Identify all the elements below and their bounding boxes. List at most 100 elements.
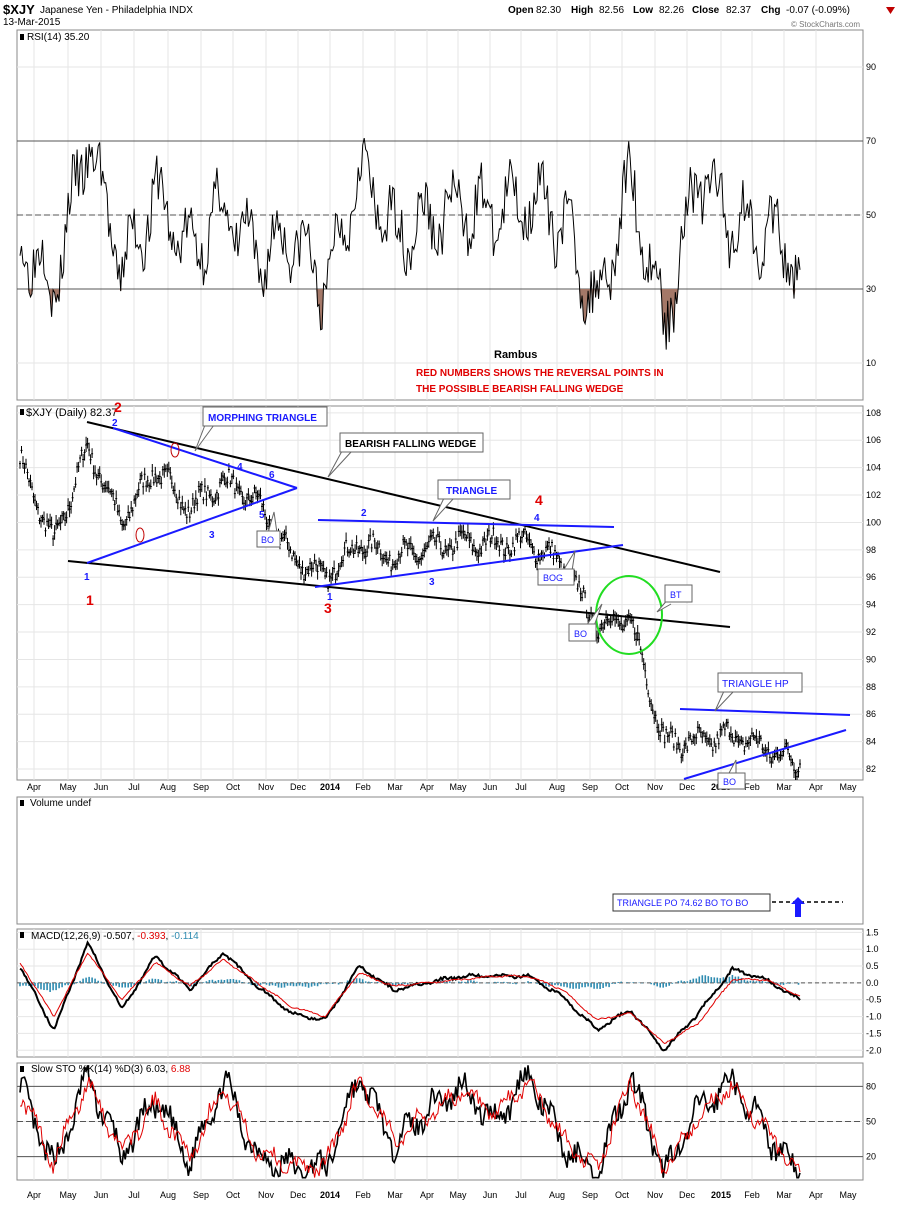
rsi-tick-label: 30 (866, 284, 876, 294)
price-month-label: Oct (226, 782, 241, 792)
rsi-tick-label: 90 (866, 62, 876, 72)
price-month-label: Apr (27, 782, 41, 792)
triangle-label-2: 2 (361, 508, 367, 519)
reversal-label-2: 2 (114, 399, 122, 415)
price-month-label: 2014 (320, 782, 340, 792)
price-tick-label: 94 (866, 600, 876, 610)
sto-legend-name: Slow STO %K(14) %D(3) (31, 1064, 143, 1075)
sto-tick-label: 80 (866, 1081, 876, 1091)
price-legend-marker (20, 409, 24, 415)
macd-legend-value-signal: -0.393 (137, 931, 166, 942)
sto-legend-k: 6.03 (146, 1064, 166, 1075)
sto-month-label: Feb (355, 1190, 371, 1200)
morph-label-2: 2 (112, 418, 118, 429)
rsi-author: Rambus (494, 349, 537, 361)
price-month-label: Mar (387, 782, 403, 792)
macd-tick-label: -2.0 (866, 1045, 882, 1055)
price-tick-label: 98 (866, 545, 876, 555)
reversal-label-1: 1 (86, 592, 94, 608)
volume-legend: Volume undef (30, 798, 91, 809)
price-month-label: Feb (744, 782, 760, 792)
small-oval-marker-2 (170, 442, 180, 458)
price-tick-label: 106 (866, 435, 881, 445)
sto-k-line (19, 1065, 801, 1179)
price-bars (19, 436, 801, 780)
macd-tick-label: 0.5 (866, 961, 879, 971)
price-tick-label: 84 (866, 737, 876, 747)
up-arrow-icon (791, 897, 805, 917)
price-tick-label: 90 (866, 654, 876, 664)
small-oval-marker-1 (135, 527, 145, 543)
grid-lines (17, 30, 863, 1180)
price-month-label: Apr (420, 782, 434, 792)
macd-tick-label: 1.5 (866, 927, 879, 937)
quote-close-label: Close (692, 5, 720, 16)
sto-month-label: Sep (582, 1190, 598, 1200)
price-month-label: Dec (679, 782, 696, 792)
rsi-tick-label: 70 (866, 136, 876, 146)
price-month-label: Nov (647, 782, 664, 792)
quote-change-label: Chg (761, 5, 780, 16)
quote-high: 82.56 (599, 5, 624, 16)
sto-month-label: Sep (193, 1190, 209, 1200)
callout-bo-1-text: BO (261, 535, 274, 545)
quote-open: 82.30 (536, 5, 561, 16)
callout-bo-1: BO (256, 511, 281, 548)
target-box (612, 893, 771, 912)
morphing-triangle-lower (86, 487, 298, 564)
morphing-triangle-upper (112, 427, 298, 489)
chart-instrument-name: Japanese Yen - Philadelphia INDX (40, 5, 193, 16)
callout-triangle: TRIANGLE (432, 479, 511, 522)
price-month-label: Apr (809, 782, 823, 792)
sto-month-label: Dec (679, 1190, 696, 1200)
axis-ticks: 90 70 50 30 10 108 106 104 102 100 98 96 94 92 90 88 86 8… (866, 62, 882, 1162)
sto-legend-marker (20, 1066, 24, 1072)
trendlines (67, 421, 851, 780)
rsi-tick-label: 10 (866, 358, 876, 368)
macd-tick-label: 0.0 (866, 978, 879, 988)
sto-legend-d: 6.88 (171, 1064, 191, 1075)
month-axis: Apr May Jun Jul Aug Sep Oct Nov Dec 2014 Feb Mar Apr… (27, 782, 857, 1200)
sto-month-label: Dec (290, 1190, 307, 1200)
macd-tick-label: 1.0 (866, 944, 879, 954)
rsi-plot (19, 137, 801, 350)
sto-tick-label: 20 (866, 1152, 876, 1162)
sto-month-label: May (449, 1190, 467, 1200)
callout-bog: BOG (537, 550, 576, 586)
morph-label-3: 3 (209, 530, 215, 541)
callout-bo-2-text: BO (574, 629, 587, 639)
macd-legend: MACD(12,26,9) -0.507, -0.393, -0.114 (31, 931, 199, 942)
quote-high-label: High (571, 5, 593, 16)
sto-plot (19, 1065, 801, 1179)
quote-low: 82.26 (659, 5, 684, 16)
down-arrow-icon (886, 7, 895, 14)
price-month-label: Oct (615, 782, 630, 792)
sto-legend: Slow STO %K(14) %D(3) 6.03, 6.88 (31, 1064, 191, 1075)
callout-bt-text: BT (670, 590, 682, 600)
sto-month-label: Mar (776, 1190, 792, 1200)
callout-morphing-text: MORPHING TRIANGLE (208, 413, 317, 424)
price-tick-label: 100 (866, 517, 881, 527)
target-text: TRIANGLE PO 74.62 BO TO BO (617, 898, 748, 908)
macd-legend-name: MACD(12,26,9) (31, 931, 100, 942)
triangle-hp-lower (683, 729, 847, 780)
rsi-note-line1: RED NUMBERS SHOWS THE REVERSAL POINTS IN (416, 368, 664, 379)
price-month-label: Jun (483, 782, 498, 792)
point-labels: 1 2 3 4 1 2 3 4 5 6 1 2 3 4 (84, 399, 543, 616)
wedge-lower-line (67, 560, 731, 628)
price-tick-label: 82 (866, 764, 876, 774)
sto-month-label: Feb (744, 1190, 760, 1200)
price-month-label: Mar (776, 782, 792, 792)
price-month-label: Feb (355, 782, 371, 792)
watermark: © StockCharts.com (791, 20, 860, 29)
triangle-label-4: 4 (534, 513, 540, 524)
morph-label-5: 5 (259, 510, 265, 521)
sto-month-label: Oct (226, 1190, 241, 1200)
macd-plot (19, 940, 801, 1052)
price-month-label: Nov (258, 782, 275, 792)
sto-month-label: Mar (387, 1190, 403, 1200)
price-tick-label: 104 (866, 463, 881, 473)
quote-low-label: Low (633, 5, 653, 16)
callout-triangle-hp: TRIANGLE HP (714, 672, 803, 712)
